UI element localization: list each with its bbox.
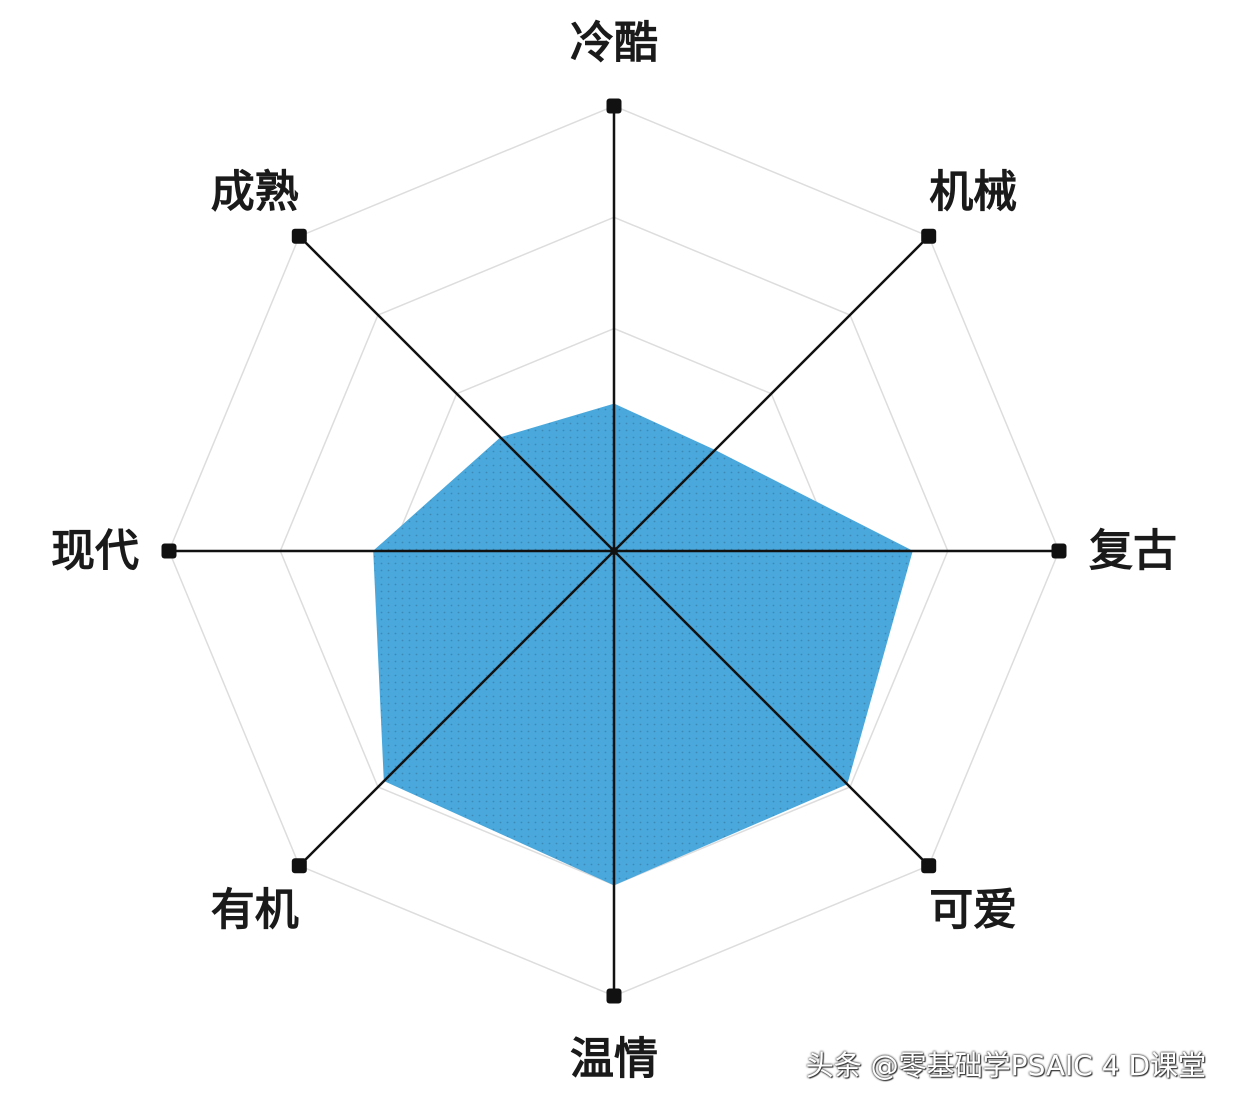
axis-label-7: 成熟 — [211, 166, 299, 217]
radar-series — [373, 403, 913, 886]
axis-marker-7 — [291, 228, 307, 244]
axis-marker-0 — [606, 98, 622, 114]
center-point — [610, 547, 618, 555]
axis-marker-1 — [921, 228, 937, 244]
axis-marker-4 — [606, 988, 622, 1004]
axis-line-5 — [298, 550, 615, 867]
axis-label-4: 温情 — [570, 1034, 658, 1085]
axis-marker-5 — [291, 858, 307, 874]
axis-label-0: 冷酷 — [570, 18, 658, 69]
axis-label-1: 机械 — [929, 166, 1017, 217]
axis-label-2: 复古 — [1089, 526, 1177, 577]
axis-label-5: 有机 — [211, 885, 299, 936]
watermark: 头条 @零基础学PSAIC 4 D课堂 — [805, 1049, 1206, 1082]
axis-label-6: 现代 — [51, 526, 139, 577]
axis-label-3: 可爱 — [929, 885, 1017, 936]
radar-markers — [161, 98, 1067, 1004]
axis-line-7 — [298, 235, 615, 552]
radar-axes — [169, 106, 1059, 996]
axis-line-3 — [613, 550, 930, 867]
axis-line-1 — [613, 235, 930, 552]
axis-marker-2 — [1051, 543, 1067, 559]
series-texture-0 — [373, 404, 913, 885]
axis-marker-3 — [921, 858, 937, 874]
axis-marker-6 — [161, 543, 177, 559]
